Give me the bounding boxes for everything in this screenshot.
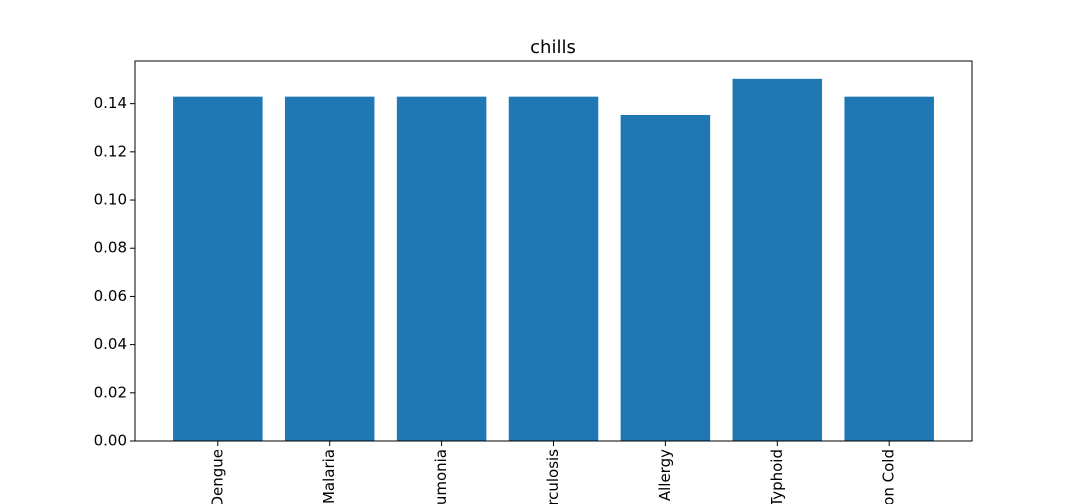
bar	[173, 96, 263, 441]
bar	[732, 78, 823, 441]
bar	[284, 96, 375, 441]
y-tick-label: 0.14	[94, 94, 127, 112]
x-tick-label: Tuberculosis	[544, 449, 562, 504]
bar	[508, 96, 599, 441]
y-tick-label: 0.02	[94, 383, 127, 401]
bar	[844, 96, 934, 441]
bar	[620, 114, 711, 442]
x-tick-label: Dengue	[208, 449, 226, 504]
y-tick-label: 0.08	[94, 239, 127, 257]
y-tick-label: 0.10	[94, 191, 127, 209]
x-tick-label: Common Cold	[880, 449, 898, 504]
plot-frame	[134, 60, 973, 442]
y-tick-label: 0.12	[94, 142, 127, 160]
bar	[396, 96, 487, 441]
x-tick-label: Malaria	[320, 449, 338, 504]
x-tick-label: Allergy	[656, 449, 674, 501]
y-tick-label: 0.00	[94, 432, 127, 450]
chart-title: chills	[530, 37, 576, 58]
x-tick-label: Pneumonia	[432, 449, 450, 504]
y-tick-label: 0.04	[94, 335, 127, 353]
y-tick-label: 0.06	[94, 287, 127, 305]
x-tick-label: Typhoid	[768, 449, 786, 504]
